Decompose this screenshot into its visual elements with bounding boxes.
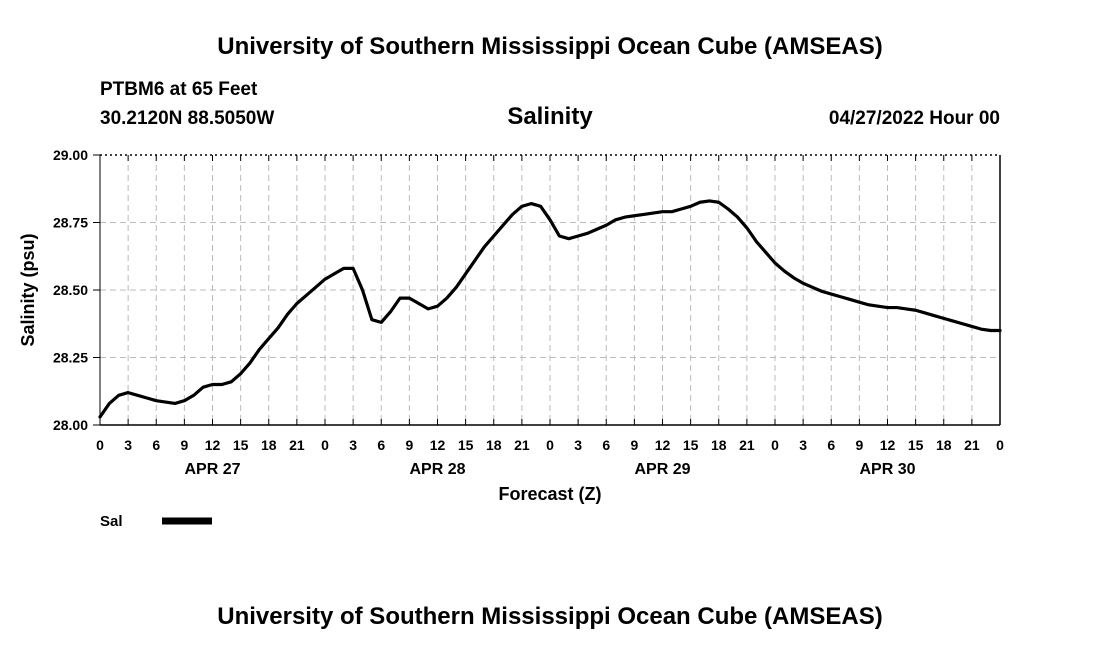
day-label: APR 27 bbox=[184, 461, 240, 478]
series-group bbox=[98, 199, 1002, 419]
x-tick-label: 6 bbox=[827, 437, 835, 453]
day-label: APR 29 bbox=[634, 461, 690, 478]
x-tick-label: 9 bbox=[180, 437, 188, 453]
axes bbox=[93, 154, 1001, 426]
day-label: APR 30 bbox=[859, 461, 915, 478]
x-tick-label: 21 bbox=[514, 437, 530, 453]
legend-label: Sal bbox=[100, 513, 123, 530]
series-line-sal bbox=[98, 199, 1002, 419]
x-tick-label: 12 bbox=[430, 437, 446, 453]
coordinates-label: 30.2120N 88.5050W bbox=[100, 108, 274, 129]
x-tick-label: 15 bbox=[683, 437, 699, 453]
x-tick-label: 3 bbox=[799, 437, 807, 453]
x-tick-label: 9 bbox=[855, 437, 863, 453]
x-tick-label: 21 bbox=[289, 437, 305, 453]
x-tick-label: 3 bbox=[349, 437, 357, 453]
forecast-date-label: 04/27/2022 Hour 00 bbox=[829, 108, 1000, 129]
x-tick-label: 9 bbox=[630, 437, 638, 453]
x-tick-label: 15 bbox=[458, 437, 474, 453]
x-tick-label: 6 bbox=[152, 437, 160, 453]
x-tick-label: 6 bbox=[602, 437, 610, 453]
x-tick-label: 21 bbox=[964, 437, 980, 453]
x-tick-label: 18 bbox=[711, 437, 727, 453]
x-tick-label: 0 bbox=[546, 437, 554, 453]
y-tick-label: 29.00 bbox=[53, 147, 88, 163]
x-tick-label: 15 bbox=[908, 437, 924, 453]
x-tick-label: 15 bbox=[233, 437, 249, 453]
y-tick-label: 28.75 bbox=[53, 215, 88, 231]
x-tick-label: 3 bbox=[574, 437, 582, 453]
x-tick-label: 0 bbox=[771, 437, 779, 453]
x-tick-label: 0 bbox=[996, 437, 1004, 453]
bottom-title: University of Southern Mississippi Ocean… bbox=[217, 603, 882, 630]
x-tick-label: 18 bbox=[261, 437, 277, 453]
grid-lines bbox=[100, 155, 1000, 425]
top-title: University of Southern Mississippi Ocean… bbox=[217, 33, 882, 60]
x-tick-label: 6 bbox=[377, 437, 385, 453]
y-tick-label: 28.25 bbox=[53, 350, 88, 366]
x-axis-label: Forecast (Z) bbox=[498, 484, 601, 504]
x-tick-label: 12 bbox=[205, 437, 221, 453]
x-tick-label: 3 bbox=[124, 437, 132, 453]
tick-labels: 0 3 6 9 12 15 18 21 0 3 6 9 12 15 18 21 0 3 6 9 12 15 18 21 0 3 6 9… bbox=[53, 147, 1004, 478]
y-tick-label: 28.00 bbox=[53, 417, 88, 433]
y-axis-label: Salinity (psu) bbox=[18, 233, 38, 346]
chart-title: Salinity bbox=[507, 103, 593, 130]
x-tick-label: 18 bbox=[936, 437, 952, 453]
y-tick-label: 28.50 bbox=[53, 282, 88, 298]
x-tick-label: 12 bbox=[655, 437, 671, 453]
x-tick-label: 0 bbox=[96, 437, 104, 453]
x-tick-label: 0 bbox=[321, 437, 329, 453]
x-tick-label: 18 bbox=[486, 437, 502, 453]
x-tick-label: 9 bbox=[405, 437, 413, 453]
station-label: PTBM6 at 65 Feet bbox=[100, 79, 258, 100]
x-tick-label: 12 bbox=[880, 437, 896, 453]
x-tick-label: 21 bbox=[739, 437, 755, 453]
day-label: APR 28 bbox=[409, 461, 465, 478]
